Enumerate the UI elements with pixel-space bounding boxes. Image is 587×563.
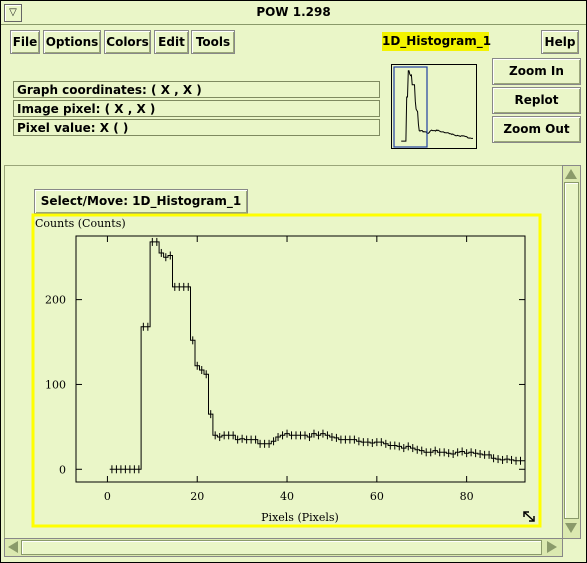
window-title: POW 1.298 — [256, 5, 331, 19]
menu-help[interactable]: Help — [541, 30, 579, 54]
preview-line — [401, 70, 473, 142]
menu-tools[interactable]: Tools — [191, 30, 235, 54]
title-bar[interactable]: ▽ POW 1.298 — [1, 1, 586, 25]
replot-button[interactable]: Replot — [492, 87, 581, 114]
window-menu-icon[interactable]: ▽ — [4, 4, 22, 22]
preview-plot — [393, 66, 473, 148]
vertical-scroll-thumb[interactable] — [564, 182, 579, 519]
menu-edit[interactable]: Edit — [154, 30, 189, 54]
scroll-left-arrow-icon[interactable] — [8, 541, 18, 553]
preview-viewport-box[interactable] — [393, 66, 428, 148]
zoom-in-button[interactable]: Zoom In — [492, 58, 581, 85]
horizontal-scroll-thumb[interactable] — [21, 540, 542, 555]
scroll-up-arrow-icon[interactable] — [565, 169, 577, 179]
zoom-out-button[interactable]: Zoom Out — [492, 116, 581, 143]
menu-file[interactable]: File — [10, 30, 40, 54]
horizontal-scrollbar[interactable] — [4, 538, 563, 557]
pixel-value-readout: Pixel value: X ( ) — [13, 119, 380, 136]
graph-coordinates-readout: Graph coordinates: ( X , X ) — [13, 81, 380, 98]
menu-colors[interactable]: Colors — [104, 30, 151, 54]
image-pixel-readout: Image pixel: ( X , X ) — [13, 100, 380, 117]
scroll-right-arrow-icon[interactable] — [547, 541, 557, 553]
graph-canvas[interactable] — [4, 165, 563, 539]
scroll-down-arrow-icon[interactable] — [565, 523, 577, 533]
select-move-button[interactable]: Select/Move: 1D_Histogram_1 — [34, 189, 248, 214]
menu-options[interactable]: Options — [43, 30, 101, 54]
graph-preview-thumbnail[interactable] — [391, 64, 477, 149]
vertical-scrollbar[interactable] — [562, 165, 581, 539]
current-graph-label: 1D_Histogram_1 — [382, 32, 491, 51]
